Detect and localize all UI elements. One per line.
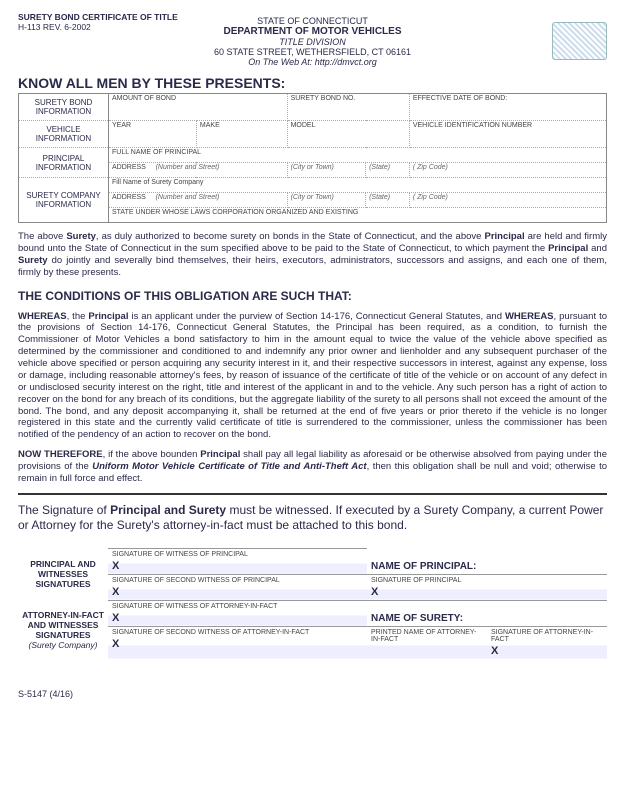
principal-witness-label: PRINCIPAL AND WITNESSES SIGNATURES [18,548,108,600]
info-table: SURETY BOND INFORMATION AMOUNT OF BOND S… [18,93,607,223]
witness-principal-2[interactable]: SIGNATURE OF SECOND WITNESS OF PRINCIPAL… [108,574,367,600]
address-line: 60 STATE STREET, WETHERSFIELD, CT 06161 [18,47,607,57]
witness-principal-1[interactable]: SIGNATURE OF WITNESS OF PRINCIPAL X [108,548,367,574]
dept-line: DEPARTMENT OF MOTOR VEHICLES [18,26,607,37]
signature-note: The Signature of Principal and Surety mu… [18,503,607,534]
web-line: On The Web At: http://dmvct.org [18,57,607,67]
make-field[interactable]: MAKE [196,121,287,148]
surety-bond-info-label: SURETY BOND INFORMATION [19,94,109,121]
principal-address-field[interactable]: ADDRESS (Number and Street) [109,163,288,178]
model-field[interactable]: MODEL [287,121,409,148]
principal-zip-field[interactable]: ( Zip Code) [409,163,606,178]
witness-aif-1[interactable]: SIGNATURE OF WITNESS OF ATTORNEY-IN-FACT… [108,600,367,626]
principal-state-field[interactable]: (State) [366,163,410,178]
surety-address-field[interactable]: ADDRESS (Number and Street) [109,193,288,208]
amount-of-bond-field[interactable]: AMOUNT OF BOND [109,94,288,121]
signature-table: PRINCIPAL AND WITNESSES SIGNATURES SIGNA… [18,548,607,659]
header: SURETY BOND CERTIFICATE OF TITLE H-113 R… [18,12,607,67]
attorney-witness-label: ATTORNEY-IN-FACT AND WITNESSES SIGNATURE… [18,600,108,659]
signature-of-principal[interactable]: SIGNATURE OF PRINCIPAL X [367,574,607,600]
name-of-surety-cell: NAME OF SURETY: [367,600,607,626]
surety-state-field[interactable]: (State) [366,193,410,208]
signature-aif[interactable]: SIGNATURE OF ATTORNEY-IN-FACT X [487,626,607,659]
para-1: The above Surety, as duly authorized to … [18,231,607,279]
principal-info-label: PRINCIPAL INFORMATION [19,148,109,178]
printed-name-aif[interactable]: PRINTED NAME OF ATTORNEY-IN-FACT [367,626,487,659]
vehicle-info-label: VEHICLE INFORMATION [19,121,109,148]
surety-bond-no-field[interactable]: SURETY BOND NO. [287,94,409,121]
surety-company-info-label: SURETY COMPANY INFORMATION [19,178,109,223]
name-of-principal-cell: NAME OF PRINCIPAL: [367,548,607,574]
effective-date-field[interactable]: EFFECTIVE DATE OF BOND: [409,94,606,121]
surety-city-field[interactable]: (City or Town) [287,193,366,208]
footer-code: S-5147 (4/16) [18,689,607,699]
principal-city-field[interactable]: (City or Town) [287,163,366,178]
header-center: STATE OF CONNECTICUT DEPARTMENT OF MOTOR… [18,16,607,67]
division-line: TITLE DIVISION [18,37,607,47]
principal-name-field[interactable]: FULL NAME OF PRINCIPAL [109,148,607,163]
know-all-heading: KNOW ALL MEN BY THESE PRESENTS: [18,75,607,91]
vin-field[interactable]: VEHICLE IDENTIFICATION NUMBER [409,121,606,148]
divider [18,493,607,495]
witness-aif-2[interactable]: SIGNATURE OF SECOND WITNESS OF ATTORNEY-… [108,626,367,659]
state-under-field[interactable]: STATE UNDER WHOSE LAWS CORPORATION ORGAN… [109,208,607,223]
para-2: WHEREAS, the Principal is an applicant u… [18,311,607,442]
surety-name-field[interactable]: Fill Name of Surety Company [109,178,607,193]
conditions-heading: THE CONDITIONS OF THIS OBLIGATION ARE SU… [18,289,607,303]
year-field[interactable]: YEAR [109,121,197,148]
para-3: NOW THEREFORE, if the above bounden Prin… [18,449,607,485]
surety-zip-field[interactable]: ( Zip Code) [409,193,606,208]
state-seal-icon [552,22,607,60]
